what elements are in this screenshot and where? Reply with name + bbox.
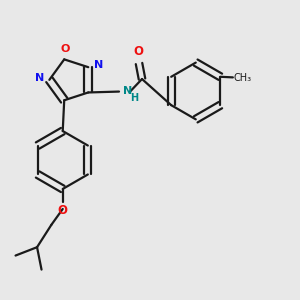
Text: N: N — [35, 73, 44, 83]
Text: O: O — [58, 204, 68, 217]
Text: O: O — [61, 44, 70, 54]
Text: H: H — [130, 92, 138, 103]
Text: CH₃: CH₃ — [234, 73, 252, 83]
Text: N: N — [94, 60, 103, 70]
Text: O: O — [133, 45, 143, 58]
Text: N: N — [123, 86, 132, 96]
